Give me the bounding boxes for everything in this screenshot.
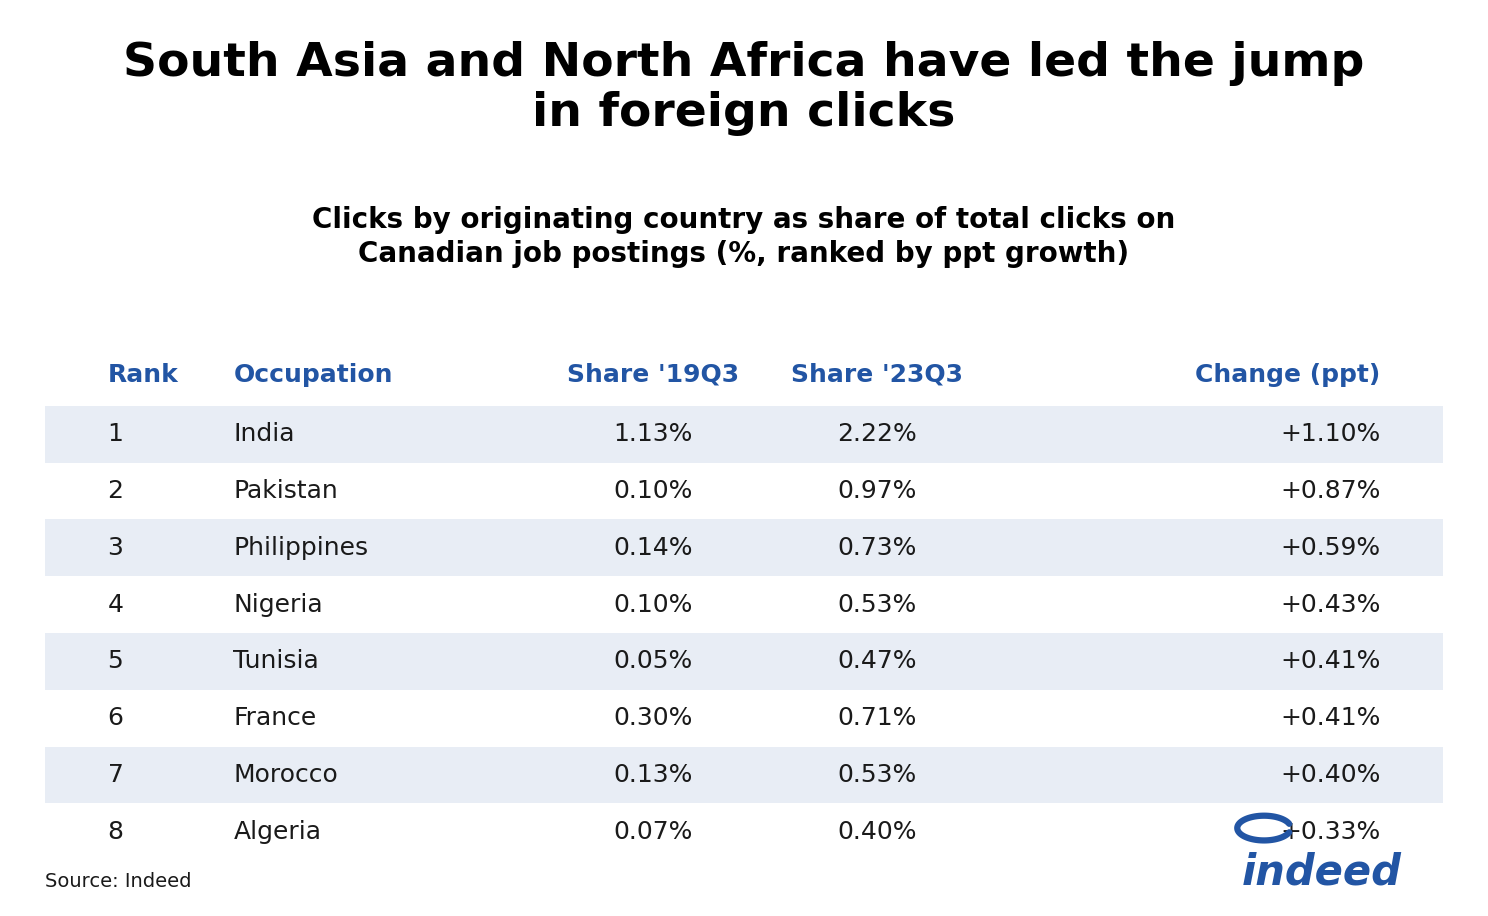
Text: indeed: indeed [1241, 851, 1402, 893]
Bar [45, 690, 1443, 747]
Text: Source: Indeed: Source: Indeed [45, 872, 190, 890]
Text: Nigeria: Nigeria [234, 593, 323, 616]
Text: 0.10%: 0.10% [613, 593, 693, 616]
Text: Algeria: Algeria [234, 820, 321, 844]
Text: Rank: Rank [107, 363, 179, 387]
Text: Tunisia: Tunisia [234, 649, 320, 673]
Bar [45, 519, 1443, 576]
Bar [45, 576, 1443, 633]
Text: 0.40%: 0.40% [838, 820, 917, 844]
Bar [45, 747, 1443, 803]
Text: 0.53%: 0.53% [838, 763, 917, 787]
Text: +0.33%: +0.33% [1280, 820, 1381, 844]
Text: 0.14%: 0.14% [613, 536, 693, 560]
Text: +0.40%: +0.40% [1280, 763, 1381, 787]
Text: 3: 3 [107, 536, 124, 560]
Text: 0.73%: 0.73% [838, 536, 917, 560]
Text: 4: 4 [107, 593, 124, 616]
Text: Share '19Q3: Share '19Q3 [567, 363, 740, 387]
Text: +0.87%: +0.87% [1280, 479, 1381, 503]
Text: 0.53%: 0.53% [838, 593, 917, 616]
Text: Philippines: Philippines [234, 536, 369, 560]
Bar [45, 406, 1443, 463]
Text: +1.10%: +1.10% [1280, 422, 1381, 446]
Text: South Asia and North Africa have led the jump
in foreign clicks: South Asia and North Africa have led the… [124, 41, 1364, 136]
Text: +0.41%: +0.41% [1280, 706, 1381, 730]
Text: 0.30%: 0.30% [613, 706, 693, 730]
Bar [45, 803, 1443, 860]
Text: Change (ppt): Change (ppt) [1195, 363, 1381, 387]
Text: 2: 2 [107, 479, 124, 503]
Text: Morocco: Morocco [234, 763, 338, 787]
Text: 7: 7 [107, 763, 124, 787]
Text: Occupation: Occupation [234, 363, 393, 387]
Text: Clicks by originating country as share of total clicks on
Canadian job postings : Clicks by originating country as share o… [312, 206, 1176, 267]
Text: +0.59%: +0.59% [1280, 536, 1381, 560]
Text: +0.43%: +0.43% [1280, 593, 1381, 616]
Text: France: France [234, 706, 317, 730]
Text: 0.97%: 0.97% [838, 479, 917, 503]
Text: India: India [234, 422, 295, 446]
Text: 0.10%: 0.10% [613, 479, 693, 503]
Text: 8: 8 [107, 820, 124, 844]
Text: 0.13%: 0.13% [613, 763, 693, 787]
Text: Pakistan: Pakistan [234, 479, 338, 503]
Text: Share '23Q3: Share '23Q3 [792, 363, 963, 387]
Bar [45, 463, 1443, 519]
Text: +0.41%: +0.41% [1280, 649, 1381, 673]
Text: 0.47%: 0.47% [838, 649, 917, 673]
Text: 5: 5 [107, 649, 124, 673]
Text: 1: 1 [107, 422, 124, 446]
Text: 0.71%: 0.71% [838, 706, 917, 730]
Text: 2.22%: 2.22% [838, 422, 917, 446]
Text: 0.07%: 0.07% [613, 820, 693, 844]
Text: 1.13%: 1.13% [613, 422, 693, 446]
Bar [45, 633, 1443, 690]
Text: 6: 6 [107, 706, 124, 730]
Text: 0.05%: 0.05% [613, 649, 693, 673]
